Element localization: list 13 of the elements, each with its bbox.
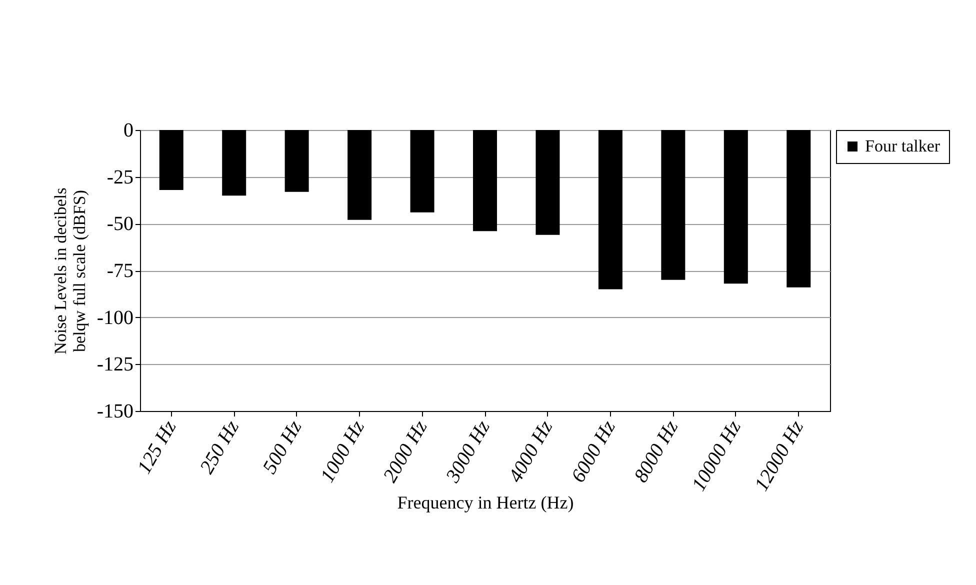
legend-label: Four talker [865,136,940,156]
x-tick-label: 500 Hz [258,416,306,478]
y-axis-title: Noise Levels in decibels belqw full scale (dBFS) [50,188,89,354]
x-tick-label: 250 Hz [196,416,244,478]
y-tick-label: -75 [106,260,134,282]
x-tick-label: 125 Hz [133,416,181,478]
y-tick-label: -150 [96,400,134,422]
x-axis-title: Frequency in Hertz (Hz) [397,492,574,512]
y-tick-label: -100 [96,306,134,329]
y-tick-label: -125 [96,354,134,376]
y-tick-label: -25 [106,166,134,188]
y-tick-label: 0 [124,120,134,142]
y-tick-label: -50 [106,213,134,236]
